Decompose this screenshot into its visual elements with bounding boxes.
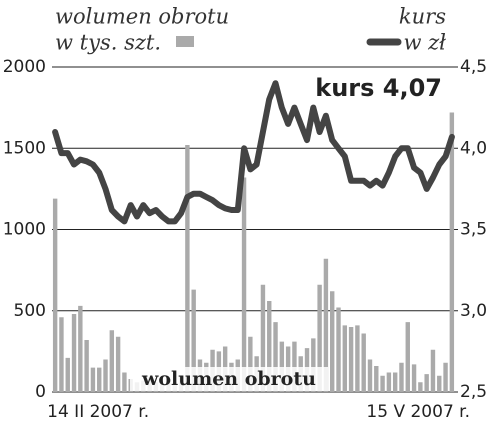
y-tick-label: 1500 — [3, 138, 46, 158]
y2-tick-label: 4,0 — [460, 138, 487, 158]
bar — [84, 340, 89, 392]
bar — [399, 362, 404, 392]
bar — [267, 301, 272, 392]
bar — [386, 372, 392, 392]
bar — [437, 375, 442, 392]
y-tick-label: 2000 — [3, 57, 46, 77]
bar — [311, 338, 316, 392]
legend-unit: w tys. szt. — [55, 31, 161, 55]
bar — [52, 198, 58, 392]
bar — [279, 341, 285, 392]
y-tick-label: 500 — [14, 301, 46, 321]
bar — [323, 258, 329, 392]
x-tick-label: 14 II 2007 r. — [47, 402, 149, 422]
legend-unit: w zł — [403, 31, 446, 55]
bar — [115, 336, 121, 392]
bar — [361, 333, 366, 392]
bar — [342, 325, 348, 392]
bar — [405, 322, 410, 392]
bar — [191, 289, 196, 392]
bar — [443, 362, 448, 392]
bar — [317, 284, 322, 392]
line — [52, 80, 455, 225]
bar — [59, 317, 64, 392]
y2-tick-label: 3,5 — [460, 220, 487, 240]
bar — [260, 284, 266, 392]
bar — [411, 364, 417, 392]
bar — [185, 145, 190, 392]
y2-tick-label: 2,5 — [460, 382, 487, 402]
bar — [97, 367, 102, 392]
bar — [355, 325, 360, 392]
bar — [374, 366, 379, 392]
bar — [103, 359, 108, 392]
legend-label: wolumen obrotu — [55, 5, 229, 29]
x-tick-label: 15 V 2007 r. — [366, 402, 470, 422]
bar — [122, 372, 127, 392]
bar — [248, 336, 253, 392]
bar — [418, 382, 423, 392]
annotation-bg — [130, 367, 328, 391]
bar — [430, 349, 436, 392]
bar — [330, 291, 335, 392]
bar — [348, 327, 354, 392]
y-tick-label: 1000 — [3, 220, 46, 240]
bar — [78, 305, 83, 392]
bar — [292, 341, 297, 392]
y2-tick-label: 4,5 — [460, 57, 487, 77]
bar — [367, 359, 373, 392]
bar — [449, 112, 455, 392]
annotation: wolumen obrotu — [141, 368, 316, 390]
bar — [241, 177, 247, 392]
bar — [336, 307, 341, 392]
y-tick-label: 0 — [35, 382, 46, 402]
legend-swatch — [176, 36, 194, 47]
bar — [380, 375, 385, 392]
bar — [109, 330, 115, 392]
bar — [71, 314, 77, 392]
annotation: kurs 4,07 — [315, 74, 442, 102]
bar — [392, 372, 398, 392]
bar — [90, 367, 96, 392]
y2-tick-label: 3,0 — [460, 301, 487, 321]
bar — [273, 322, 278, 392]
legend-label: kurs — [399, 5, 446, 29]
bar — [424, 374, 429, 392]
bar — [65, 357, 70, 392]
